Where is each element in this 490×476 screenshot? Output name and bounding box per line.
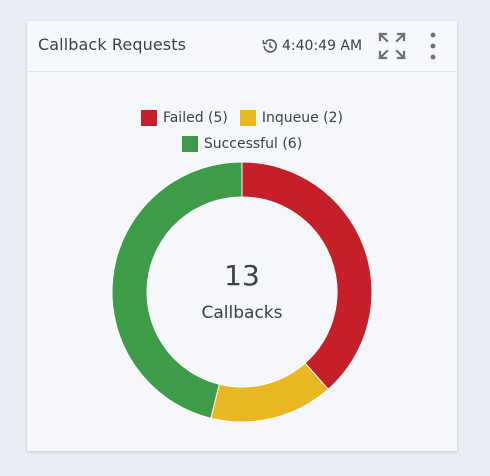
legend-label: Failed (5): [162, 110, 228, 126]
callback-requests-widget: Callback Requests 4:40:49 AM: [27, 21, 457, 451]
legend-swatch-inqueue: [239, 110, 256, 126]
expand-icon: [378, 32, 406, 60]
legend-item-failed[interactable]: Failed (5): [140, 110, 228, 126]
widget-title: Callback Requests: [38, 35, 187, 54]
legend-swatch-failed: [140, 110, 157, 126]
slice-failed[interactable]: [241, 161, 373, 391]
kebab-menu-icon: [430, 32, 436, 60]
expand-button[interactable]: [377, 31, 407, 61]
widget-header: Callback Requests 4:40:49 AM: [27, 21, 457, 72]
donut-chart-svg: [111, 161, 373, 423]
center-label: Callbacks: [201, 303, 283, 323]
chart-legend: Failed (5) Inqueue (2) Successful (6): [27, 105, 457, 157]
donut-hole: [147, 197, 337, 387]
refresh-time: 4:40:49 AM: [282, 38, 363, 54]
legend-item-inqueue[interactable]: Inqueue (2): [239, 110, 344, 126]
legend-item-successful[interactable]: Successful (6): [181, 136, 303, 152]
more-options-button[interactable]: [424, 31, 442, 61]
legend-label: Inqueue (2): [261, 110, 344, 126]
center-total: 13: [224, 259, 260, 292]
slice-successful[interactable]: [111, 161, 243, 419]
last-refresh: 4:40:49 AM: [261, 36, 362, 56]
legend-label: Successful (6): [203, 136, 303, 152]
legend-swatch-successful: [181, 136, 198, 152]
history-icon: [262, 39, 277, 53]
donut-chart: 13 Callbacks: [107, 157, 377, 427]
